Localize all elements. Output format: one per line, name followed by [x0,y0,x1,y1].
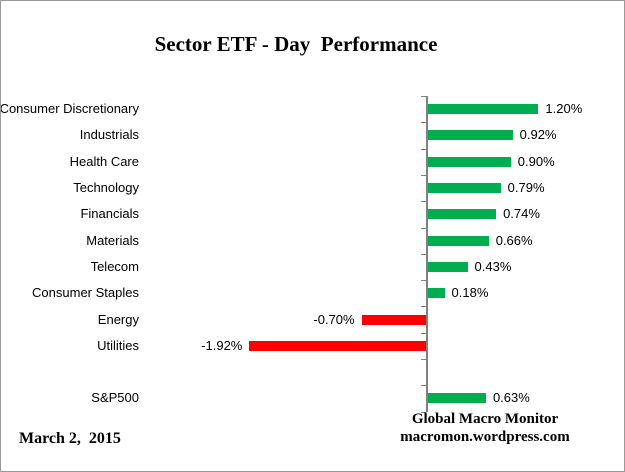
attribution-url: macromon.wordpress.com [400,429,570,445]
category-label: Energy [97,311,139,327]
value-label: 0.43% [474,258,512,274]
axis-tick [421,201,426,203]
category-label: Consumer Staples [32,285,139,301]
category-label: Telecom [90,258,139,274]
category-label: S&P500 [91,390,139,406]
chart-title: Sector ETF - Day Performance [154,32,438,56]
axis-tick [421,227,426,229]
category-label: Health Care [69,153,139,169]
bar [428,288,445,299]
axis-tick [421,280,426,282]
axis-tick [421,122,426,124]
value-label: 0.66% [495,232,533,248]
bar [428,130,513,141]
attribution: Global Macro Monitor macromon.wordpress.… [385,410,585,446]
axis-tick [421,96,426,97]
value-label: 0.18% [451,285,489,301]
category-label: Materials [86,232,139,248]
value-label: 0.92% [519,127,557,143]
bar [428,261,468,272]
category-label: Technology [73,180,139,196]
axis-tick [421,174,426,176]
category-label: Industrials [79,127,139,143]
bar [428,393,486,404]
bar [428,156,511,167]
category-label: Utilities [97,337,139,353]
y-axis [426,96,428,412]
bar [428,209,497,220]
axis-tick [421,332,426,334]
axis-tick [421,411,426,413]
axis-tick [421,385,426,387]
value-label: -1.92% [201,337,243,353]
bar [249,340,426,351]
attribution-source: Global Macro Monitor [411,411,559,427]
bar [361,314,426,325]
bar [428,235,489,246]
value-label: -0.70% [313,311,355,327]
value-label: 0.79% [507,180,545,196]
value-label: 0.63% [492,390,530,406]
value-label: 0.90% [517,153,555,169]
category-label: Financials [80,206,139,222]
value-label: 1.20% [545,101,583,117]
axis-tick [421,253,426,255]
bar [428,183,501,194]
value-label: 0.74% [503,206,540,222]
bar [428,104,539,115]
date-label: March 2, 2015 [19,430,121,447]
axis-tick [421,359,426,360]
axis-tick [421,148,426,150]
axis-tick [421,306,426,308]
category-label: Consumer Discretionary [0,101,139,117]
